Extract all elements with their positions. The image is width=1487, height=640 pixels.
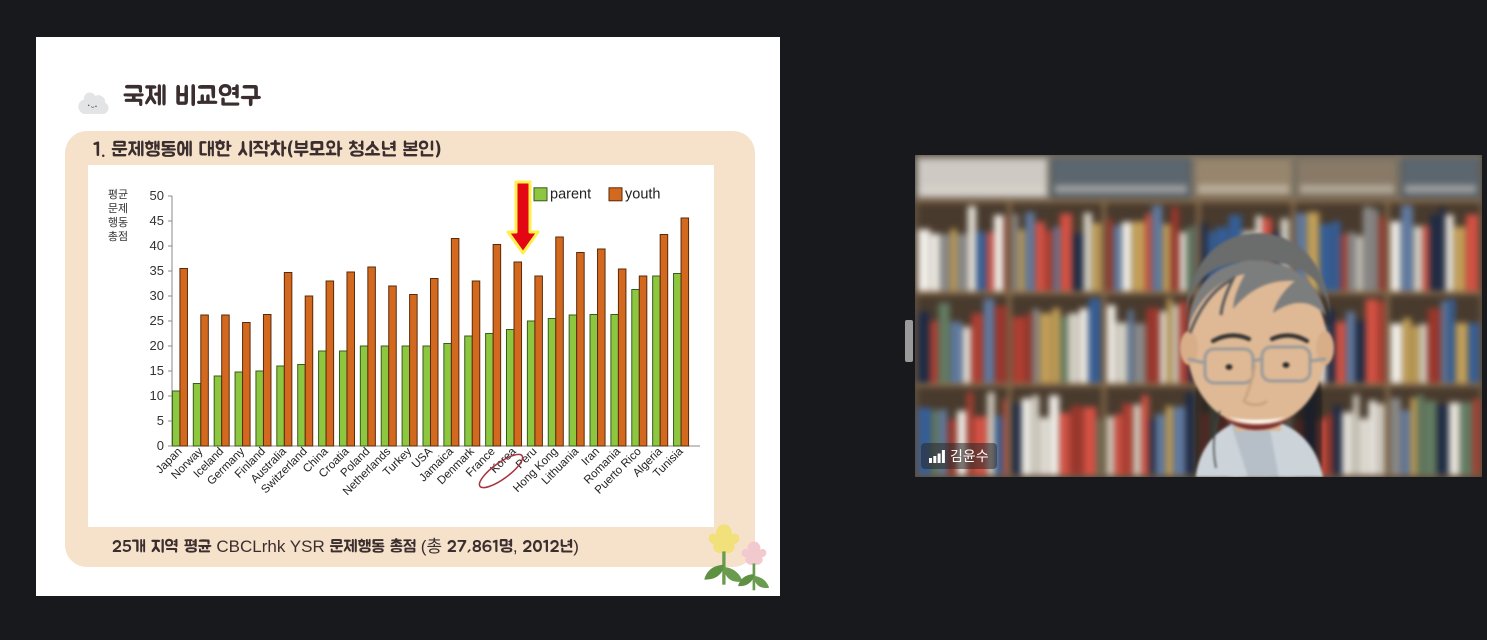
svg-text:30: 30 <box>150 288 164 303</box>
svg-text:0: 0 <box>157 438 164 453</box>
svg-text:평균: 평균 <box>108 188 128 201</box>
svg-text:총점: 총점 <box>108 230 128 243</box>
svg-text:youth: youth <box>625 187 660 203</box>
svg-text:행동: 행동 <box>108 216 128 229</box>
svg-text:25: 25 <box>150 313 164 328</box>
svg-text:35: 35 <box>150 263 164 278</box>
svg-text:15: 15 <box>150 363 164 378</box>
svg-text:10: 10 <box>150 388 164 403</box>
svg-text:50: 50 <box>150 188 164 203</box>
svg-text:20: 20 <box>150 338 164 353</box>
svg-text:5: 5 <box>157 413 164 428</box>
svg-text:parent: parent <box>550 187 591 203</box>
svg-text:문제: 문제 <box>108 202 128 215</box>
svg-text:45: 45 <box>150 213 164 228</box>
svg-text:40: 40 <box>150 238 164 253</box>
